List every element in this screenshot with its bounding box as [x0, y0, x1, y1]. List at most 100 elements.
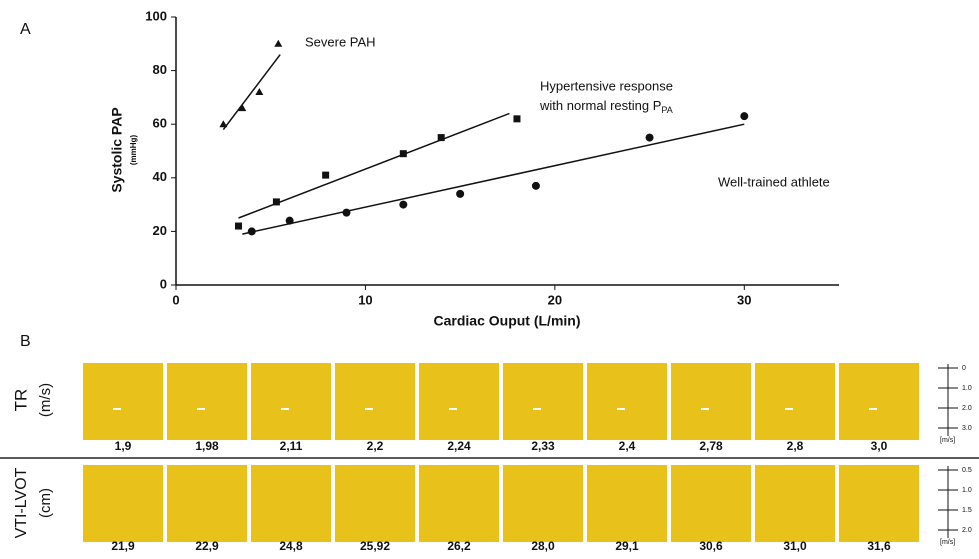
image-value-label: 1,98 [195, 439, 219, 453]
point [247, 227, 256, 236]
echo-image [755, 465, 835, 542]
point [272, 198, 280, 206]
image-value-label: 2,33 [531, 439, 555, 453]
panel-label: B [20, 333, 31, 350]
image-value-label: 2,4 [619, 439, 636, 453]
image-value-label: 2,24 [447, 439, 471, 453]
point [399, 200, 408, 209]
panel-label: A [20, 21, 31, 38]
echo-dot [617, 408, 625, 410]
scale-label: 0.5 [962, 467, 972, 474]
y-tick-label: 80 [153, 62, 167, 77]
point [219, 120, 228, 128]
row-label: TR [11, 389, 30, 412]
point [342, 208, 351, 217]
image-value-label: 28,0 [531, 539, 555, 553]
echo-image [83, 363, 163, 440]
echo-dot [869, 408, 877, 410]
echo-dot [449, 408, 457, 410]
point [274, 39, 283, 47]
annotation: Hypertensive response [540, 78, 673, 93]
image-value-label: 2,11 [280, 439, 303, 453]
echo-image [251, 363, 331, 440]
point [531, 181, 540, 190]
scale-label: 2.0 [962, 527, 972, 534]
image-value-label: 29,1 [615, 539, 639, 553]
image-value-label: 26,2 [447, 539, 471, 553]
point [322, 171, 330, 179]
image-value-label: 31,6 [867, 539, 891, 553]
echo-image [503, 363, 583, 440]
x-tick-label: 0 [172, 292, 179, 307]
annotation-subscript: PA [661, 105, 672, 115]
scale-label: 3.0 [962, 425, 972, 432]
echo-dot [701, 408, 709, 410]
echo-dot [113, 408, 121, 410]
echo-image [83, 465, 163, 542]
echo-dot [533, 408, 541, 410]
point [285, 216, 294, 225]
image-value-label: 2,8 [787, 439, 804, 453]
point [399, 150, 407, 158]
echo-dot [197, 408, 205, 410]
image-value-label: 21,9 [111, 539, 135, 553]
point [645, 133, 654, 142]
annotation: with normal resting PPA [539, 98, 673, 115]
x-tick-label: 10 [358, 292, 372, 307]
y-tick-label: 60 [153, 116, 167, 131]
echo-image [839, 465, 919, 542]
annotation: with normal resting P [539, 98, 661, 113]
echo-dot [281, 408, 289, 410]
x-axis-label: Cardiac Ouput (L/min) [434, 313, 581, 329]
y-tick-label: 0 [160, 276, 167, 291]
scale-label: [m/s] [940, 539, 955, 546]
image-value-label: 2,2 [367, 439, 384, 453]
scale-label: 2.0 [962, 405, 972, 412]
echo-dot [365, 408, 373, 410]
image-value-label: 30,6 [699, 539, 723, 553]
y-tick-label: 100 [145, 8, 167, 23]
image-value-label: 2,78 [699, 439, 723, 453]
fit-line [242, 123, 745, 235]
y-axis-unit: (mmHg) [129, 135, 138, 166]
echo-image [335, 465, 415, 542]
echo-image [671, 363, 751, 440]
fit-line [222, 54, 281, 131]
echo-image [587, 465, 667, 542]
x-tick-label: 20 [548, 292, 562, 307]
image-value-label: 22,9 [195, 539, 219, 553]
echo-image [419, 363, 499, 440]
scale-label: 1.5 [962, 507, 972, 514]
annotation: Well-trained athlete [718, 174, 830, 189]
image-value-label: 1,9 [115, 439, 132, 453]
point [238, 104, 247, 112]
y-tick-label: 20 [153, 223, 167, 238]
image-value-label: 31,0 [783, 539, 807, 553]
echo-image [839, 363, 919, 440]
image-value-label: 25,92 [360, 539, 390, 553]
row-unit: (cm) [37, 488, 54, 518]
x-tick-label: 30 [737, 292, 751, 307]
echo-image [419, 465, 499, 542]
echo-image [167, 465, 247, 542]
point [235, 222, 243, 230]
point [740, 112, 749, 121]
scale-label: 0 [962, 365, 966, 372]
echo-image [167, 363, 247, 440]
scale-label: 1.0 [962, 385, 972, 392]
point [456, 189, 465, 198]
echo-image [251, 465, 331, 542]
echo-image [671, 465, 751, 542]
image-value-label: 24,8 [279, 539, 303, 553]
row-label: VTI-LVOT [13, 467, 30, 538]
point [437, 134, 445, 142]
row-unit: (m/s) [37, 383, 54, 417]
echo-image [755, 363, 835, 440]
scale-label: 1.0 [962, 487, 972, 494]
echo-image [587, 363, 667, 440]
echo-dot [785, 408, 793, 410]
echo-image [335, 363, 415, 440]
y-axis-label: Systolic PAP [109, 107, 125, 192]
point [255, 88, 264, 96]
